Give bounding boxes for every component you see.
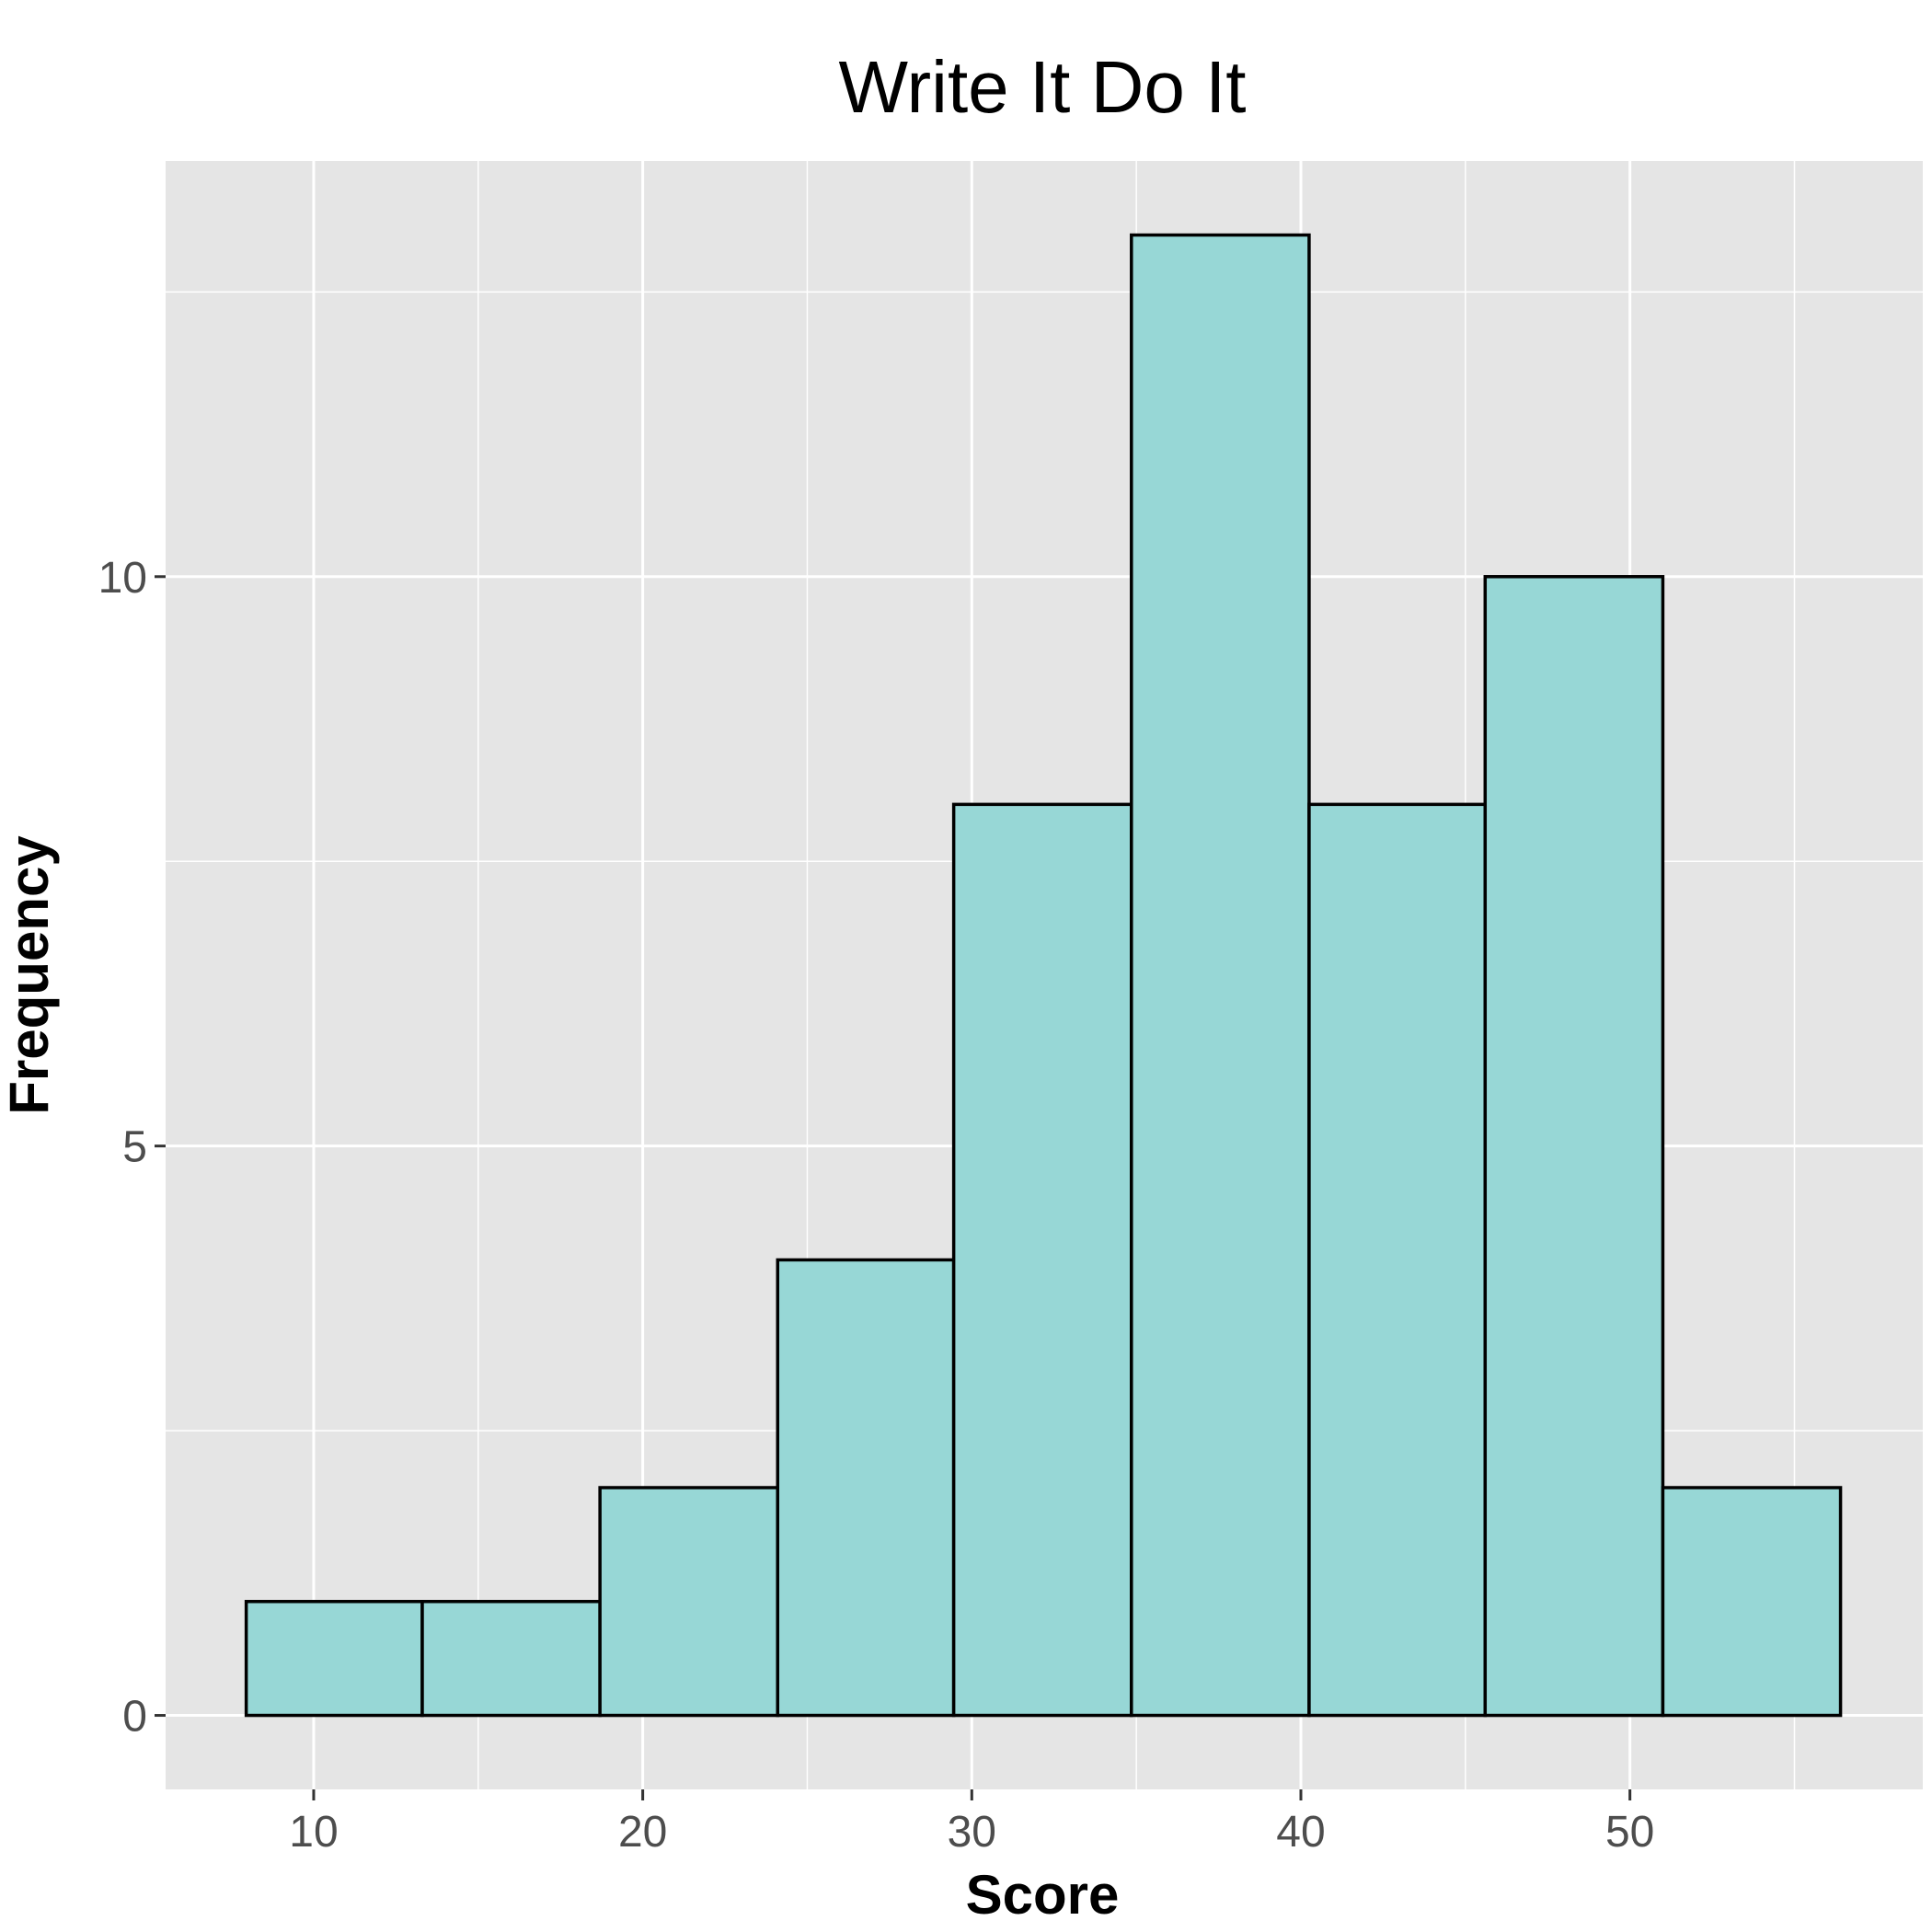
y-tick-label: 5 xyxy=(122,1123,147,1172)
x-tick-label: 50 xyxy=(1605,1808,1654,1857)
axis-layer: 10 20 30 40 50 0 5 10 xyxy=(98,554,1655,1857)
y-tick-label: 10 xyxy=(98,554,147,603)
histogram-bar-2 xyxy=(420,1600,602,1718)
histogram-bar-8 xyxy=(1483,575,1665,1718)
y-tick-label: 0 xyxy=(122,1693,147,1742)
histogram-bar-3 xyxy=(598,1486,780,1718)
histogram-bar-5 xyxy=(951,802,1133,1718)
y-axis-title: Frequency xyxy=(0,835,60,1115)
x-tick-label: 40 xyxy=(1276,1808,1325,1857)
x-tick-label: 10 xyxy=(289,1808,338,1857)
bar-layer xyxy=(244,233,1843,1718)
histogram-bar-9 xyxy=(1661,1486,1843,1718)
x-axis-title: Score xyxy=(966,1864,1120,1926)
histogram-bar-7 xyxy=(1307,802,1488,1718)
histogram-bar-6 xyxy=(1130,233,1311,1718)
histogram-bar-4 xyxy=(776,1258,956,1718)
chart-title: Write It Do It xyxy=(838,46,1246,128)
histogram-bar-1 xyxy=(244,1600,424,1718)
x-tick-label: 20 xyxy=(618,1808,667,1857)
x-tick-label: 30 xyxy=(948,1808,996,1857)
